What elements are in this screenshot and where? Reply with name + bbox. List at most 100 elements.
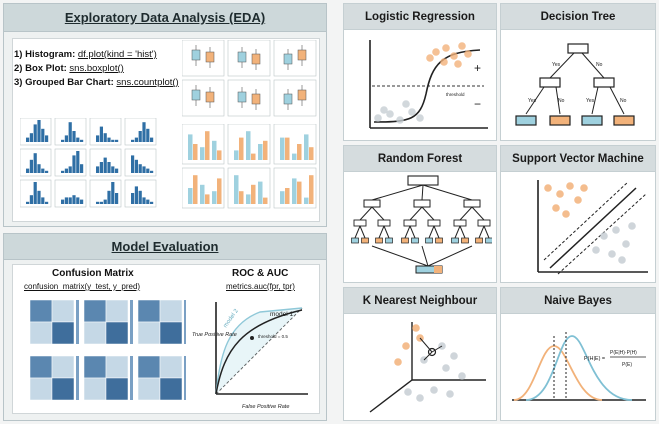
- grouped-bar: [280, 137, 285, 160]
- histogram-bar: [64, 168, 68, 173]
- roc-curve-model2: [215, 307, 303, 395]
- bayes-formula-num: P(E|H)·P(H): [610, 350, 637, 356]
- histogram-bar: [138, 131, 142, 142]
- forest-tree-root: [363, 199, 381, 208]
- boxplot-box: [297, 89, 307, 101]
- forest-edge: [433, 225, 440, 239]
- roc-threshold-label: threshold = 0.5: [258, 334, 288, 339]
- histogram-bar: [33, 182, 37, 204]
- tree-edge: [591, 86, 599, 115]
- histogram-bar: [99, 201, 103, 204]
- bayes-curve-orange: [513, 345, 603, 401]
- grouped-bar: [246, 131, 251, 160]
- forest-edge: [371, 184, 424, 201]
- histogram-bar: [72, 131, 76, 142]
- forest-leaf: [475, 237, 483, 244]
- confusion-cell: [137, 300, 161, 323]
- forest-edge: [483, 225, 490, 239]
- knn-diagram: [369, 322, 486, 413]
- confusion-cell: [51, 321, 75, 345]
- forest-edge: [459, 206, 473, 221]
- boxplot-box: [205, 91, 215, 103]
- histogram-bar: [61, 139, 65, 142]
- grouped-bar: [188, 188, 193, 204]
- forest-leaf: [411, 237, 419, 244]
- confusion-cell: [105, 321, 129, 345]
- forest-edge: [359, 225, 366, 239]
- tree-title: Decision Tree: [540, 10, 616, 23]
- histogram-bar: [26, 201, 30, 204]
- knn-header: K Nearest Neighbour: [344, 288, 496, 314]
- svm-point-orange: [556, 190, 564, 198]
- grouped-bar: [263, 197, 268, 204]
- forest-edge: [471, 206, 485, 221]
- logistic-point-positive: [458, 42, 466, 50]
- logistic-threshold-label: threshold: [446, 92, 465, 97]
- bayes-formula-lhs: P(H|E) =: [584, 356, 605, 362]
- logistic-diagram: + − threshold: [369, 40, 488, 129]
- histogram-bar: [64, 135, 68, 142]
- forest-edge: [409, 206, 423, 221]
- histogram-bar: [37, 164, 41, 173]
- boxplot-box: [297, 49, 307, 61]
- bayes-curve-blue: [525, 335, 633, 401]
- histogram-bar: [115, 139, 119, 142]
- histogram-bar: [72, 195, 76, 204]
- confusion-cell: [159, 377, 183, 401]
- svm-point-orange: [552, 204, 560, 212]
- grouped-bar: [200, 147, 205, 160]
- histogram-bar: [76, 151, 80, 173]
- histogram-bar: [134, 186, 138, 204]
- forest-tree-root: [413, 199, 431, 208]
- eda-list: 1) Histogram: df.plot(kind = 'hist') 2) …: [14, 48, 179, 90]
- histogram-bar: [150, 201, 154, 204]
- eda-title: Exploratory Data Analysis (EDA): [64, 10, 266, 25]
- tree-edge: [549, 52, 575, 79]
- forest-edge: [421, 184, 424, 201]
- histogram-bar: [99, 162, 103, 173]
- logistic-minus: −: [474, 97, 481, 111]
- logistic-point-negative: [416, 114, 424, 122]
- histogram-bar: [131, 139, 135, 142]
- grouped-bar: [292, 153, 297, 160]
- grouped-bar: [239, 191, 244, 204]
- tree-leaf-blue: [515, 115, 537, 126]
- knn-point-gray: [404, 388, 412, 396]
- grouped-bar: [239, 137, 244, 160]
- svm-point-orange: [562, 210, 570, 218]
- grouped-bar: [292, 178, 297, 204]
- forest-node: [377, 219, 391, 227]
- forest-edge: [421, 206, 435, 221]
- knn-point-gray: [450, 352, 458, 360]
- histogram-bar: [61, 199, 65, 204]
- grouped-bar: [251, 153, 256, 160]
- grouped-bar: [258, 144, 263, 160]
- forest-diagram: [351, 175, 492, 274]
- svm-point-gray: [628, 222, 636, 230]
- svm-point-orange: [574, 196, 582, 204]
- histogram-bar: [41, 197, 45, 204]
- forest-leaf: [461, 237, 469, 244]
- tree-yes-label: Yes: [528, 98, 537, 104]
- svm-point-gray: [618, 256, 626, 264]
- roc-curve-model1: [215, 309, 303, 395]
- tree-no-label: No: [596, 62, 603, 68]
- forest-tree-root: [463, 199, 481, 208]
- forest-title: Random Forest: [377, 152, 463, 165]
- histogram-bar: [72, 155, 76, 173]
- svm-point-gray: [592, 246, 600, 254]
- grouped-bar: [304, 134, 309, 160]
- tree-root-node: [567, 43, 589, 54]
- confusion-colorbar: [76, 356, 79, 400]
- histogram-bar: [138, 190, 142, 204]
- histogram-bar: [68, 197, 72, 204]
- histogram-bar: [80, 164, 84, 173]
- histogram-bar: [150, 137, 154, 142]
- histogram-bar: [142, 197, 146, 204]
- svm-point-gray: [622, 240, 630, 248]
- grouped-bar: [212, 140, 217, 160]
- svm-point-orange: [580, 184, 588, 192]
- forest-input-node: [407, 175, 439, 186]
- boxplot-frame: [273, 40, 317, 77]
- histogram-bar: [64, 197, 68, 204]
